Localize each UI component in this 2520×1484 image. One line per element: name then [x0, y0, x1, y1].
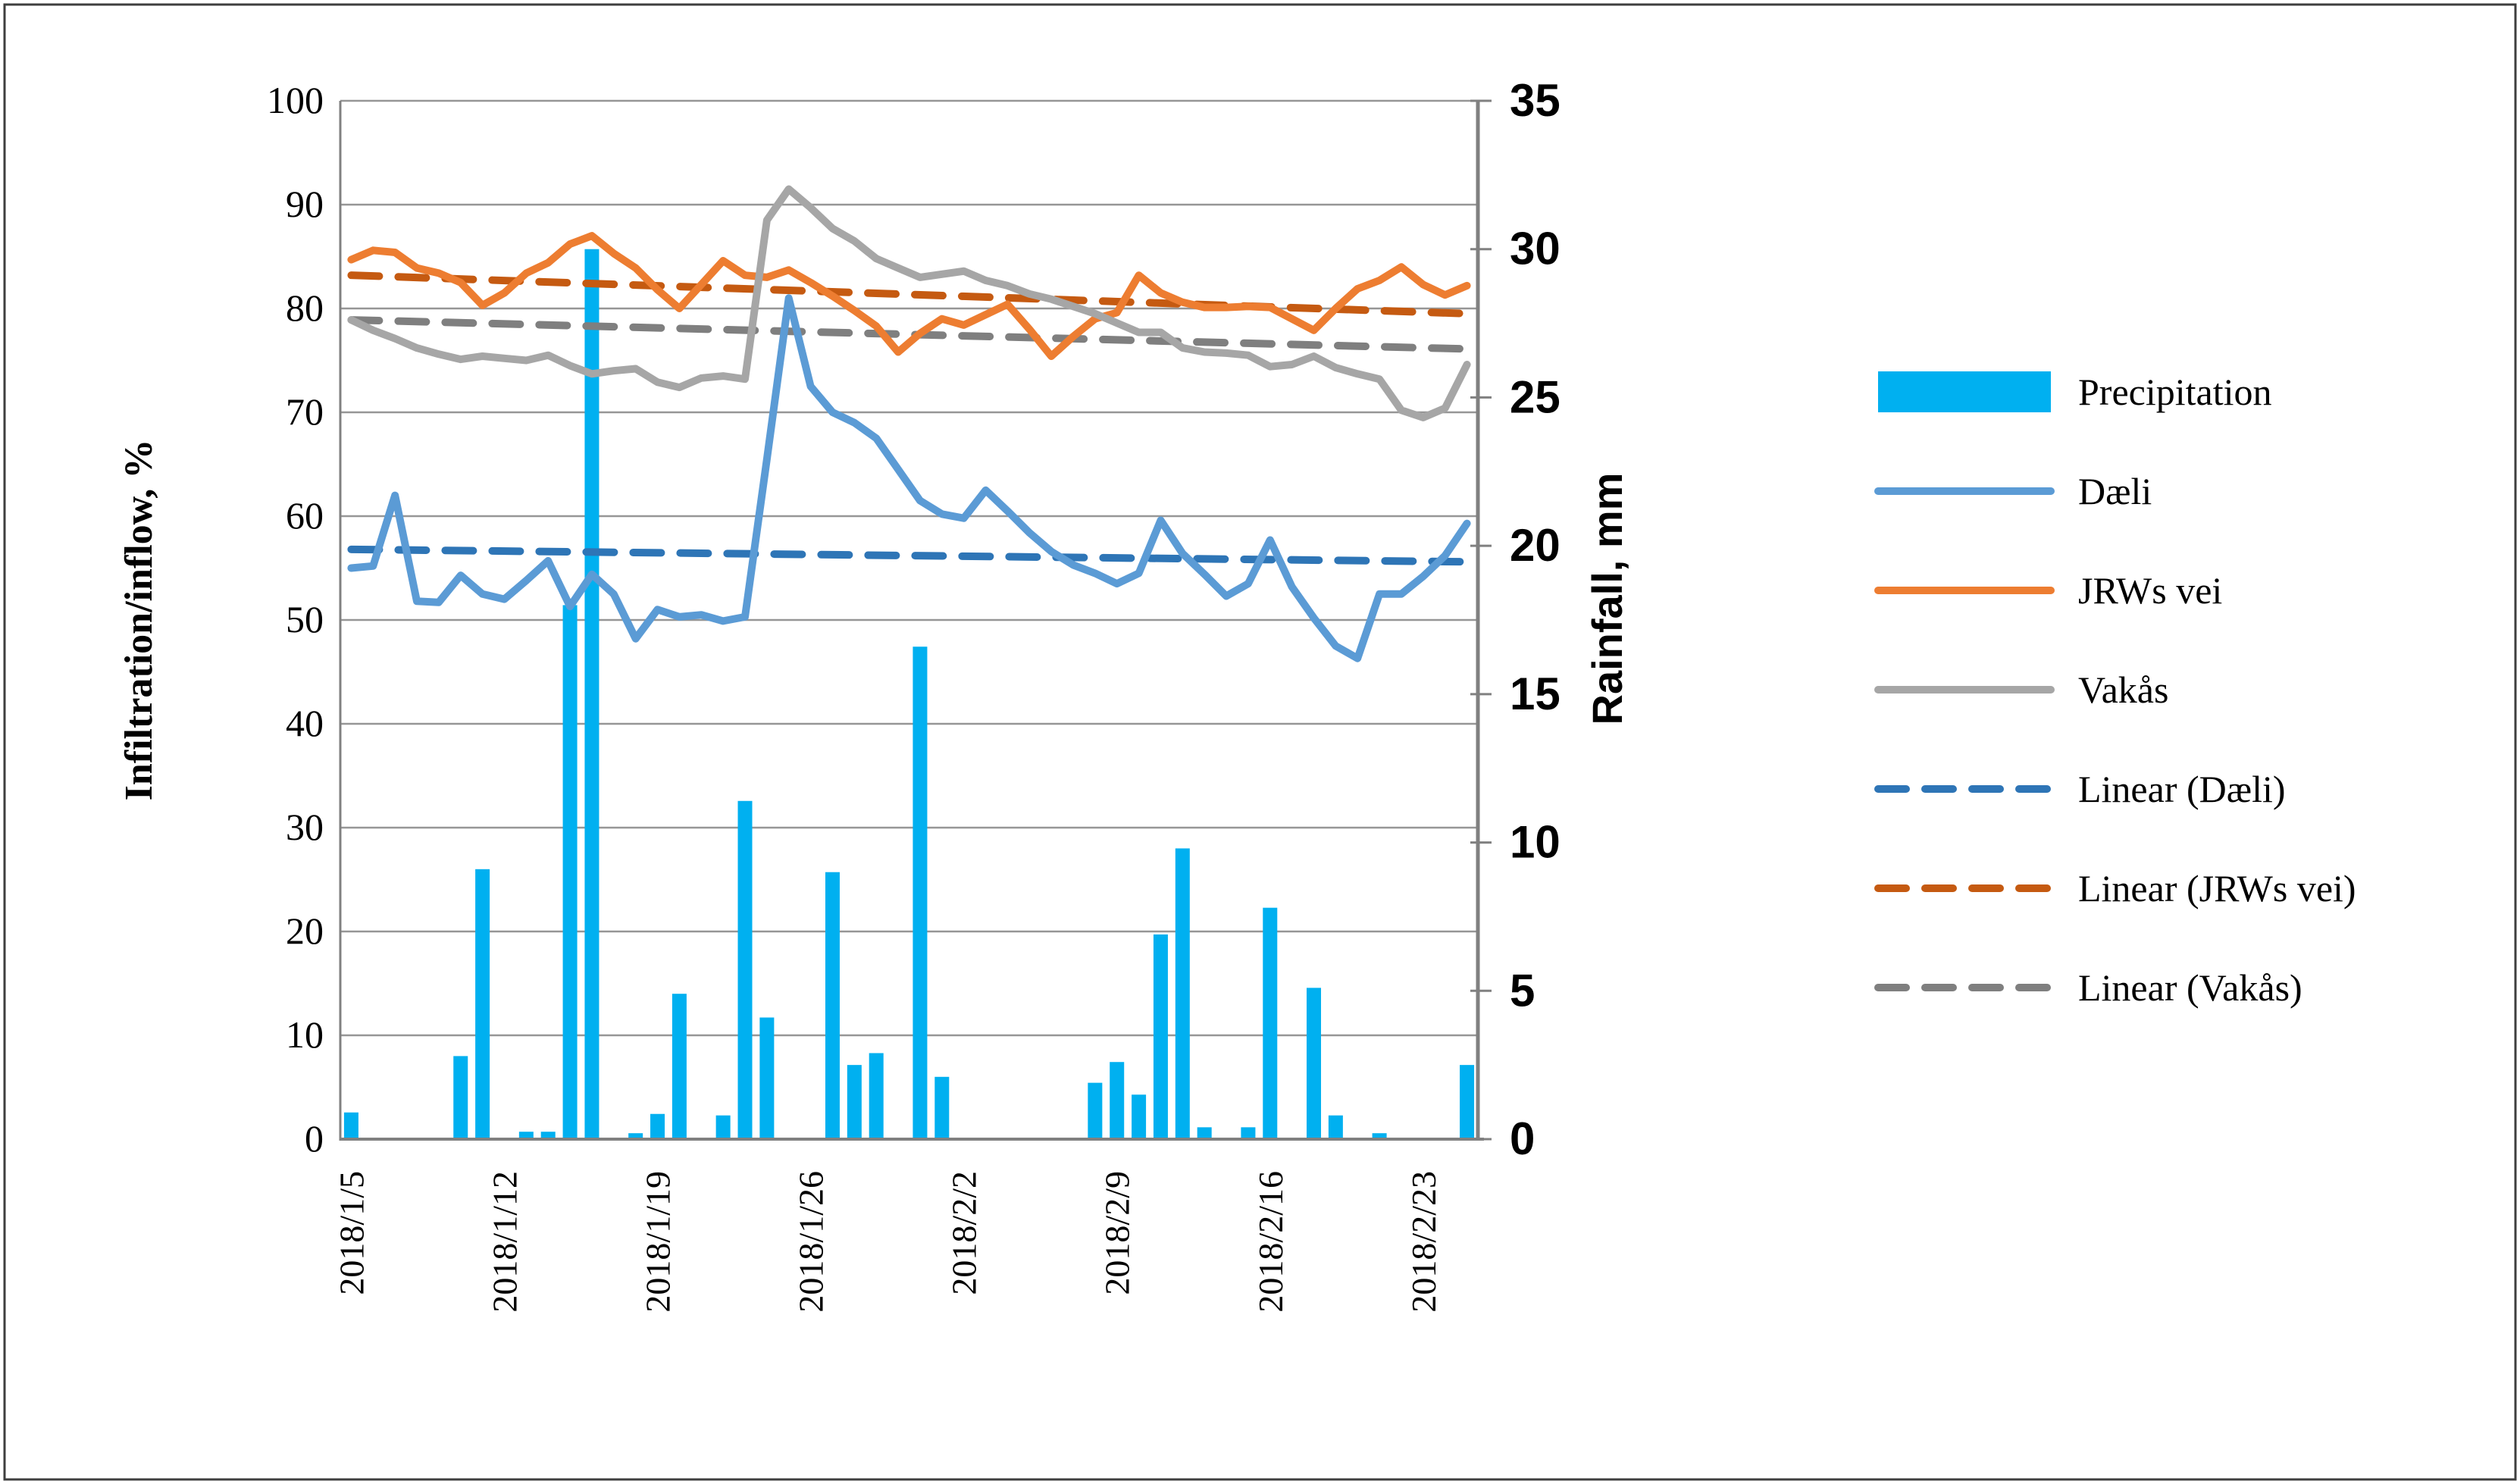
- precipitation-bar: [1307, 988, 1322, 1139]
- x-axis-tick-label: 2018/1/26: [792, 1171, 831, 1313]
- right-axis-tick-label: 30: [1510, 224, 1561, 274]
- legend-label: Precipitation: [2078, 371, 2272, 413]
- precipitation-bar: [759, 1017, 775, 1139]
- left-axis-tick-label: 90: [286, 183, 324, 225]
- left-axis-tick-label: 80: [286, 286, 324, 329]
- precipitation-bar: [1110, 1062, 1125, 1139]
- line-dli: [347, 294, 1471, 662]
- precipitation-bar: [1328, 1115, 1343, 1139]
- right-axis-tick-label: 25: [1510, 371, 1561, 422]
- precipitation-bar: [1372, 1133, 1387, 1139]
- x-axis-tick-label: 2018/1/5: [332, 1171, 371, 1295]
- legend-label: Linear (Vakås): [2078, 966, 2302, 1009]
- precipitation-bar: [847, 1065, 862, 1139]
- precipitation-bar: [671, 994, 687, 1139]
- left-axis-title: Infiltration/inflow, %: [117, 440, 161, 801]
- precipitation-bar: [869, 1053, 884, 1139]
- precipitation-bar: [540, 1132, 556, 1139]
- right-axis-tick-label: 20: [1510, 520, 1561, 571]
- left-axis-tick-label: 70: [286, 390, 324, 433]
- precipitation-bar: [1132, 1094, 1147, 1139]
- precipitation-bar: [1263, 907, 1278, 1139]
- line-vaks: [347, 185, 1471, 421]
- precipitation-bar: [825, 872, 840, 1139]
- figure-border: [3, 3, 2517, 1481]
- precipitation-bar: [913, 647, 928, 1139]
- precipitation-bar: [475, 869, 490, 1139]
- left-axis-tick-label: 60: [286, 494, 324, 537]
- legend-label: JRWs vei: [2078, 569, 2222, 612]
- precipitation-bar: [584, 249, 599, 1139]
- precipitation-bar: [518, 1132, 534, 1139]
- left-axis-tick-label: 40: [286, 702, 324, 744]
- right-axis-tick-label: 5: [1510, 965, 1535, 1016]
- right-axis-title: Rainfall, mm: [1583, 473, 1631, 725]
- precipitation-bar: [343, 1112, 358, 1139]
- x-axis-tick-label: 2018/1/12: [485, 1171, 524, 1313]
- left-axis-tick-label: 20: [286, 909, 324, 952]
- precipitation-bar: [1153, 934, 1168, 1139]
- trendline-lineardli: [347, 545, 1471, 566]
- left-axis-tick-label: 50: [286, 598, 324, 640]
- precipitation-bar: [1088, 1082, 1103, 1139]
- precipitation-bar: [715, 1115, 731, 1139]
- precipitation-bar: [1460, 1065, 1475, 1139]
- right-axis-tick-label: 35: [1510, 75, 1561, 126]
- trendline-linearjrwsvei: [347, 271, 1471, 318]
- left-axis-tick-label: 10: [286, 1013, 324, 1056]
- x-axis-tick-label: 2018/2/16: [1251, 1171, 1290, 1313]
- precipitation-bar: [1241, 1127, 1256, 1139]
- right-axis-tick-label: 10: [1510, 817, 1561, 868]
- legend-swatch-bar: [1878, 371, 2051, 412]
- x-axis-tick-label: 2018/1/19: [639, 1171, 678, 1313]
- x-axis-tick-label: 2018/2/2: [945, 1171, 984, 1295]
- precipitation-bar: [737, 800, 753, 1139]
- legend-label: Dæli: [2078, 470, 2152, 512]
- precipitation-bar: [934, 1076, 950, 1139]
- x-axis-tick-label: 2018/2/9: [1098, 1171, 1137, 1295]
- precipitation-bar: [628, 1133, 643, 1139]
- legend-label: Linear (JRWs vei): [2078, 867, 2356, 909]
- left-axis-tick-label: 30: [286, 806, 324, 848]
- legend-label: Linear (Dæli): [2078, 768, 2286, 810]
- legend-label: Vakås: [2078, 668, 2168, 711]
- x-axis-tick-label: 2018/2/23: [1404, 1171, 1443, 1313]
- left-axis-tick-label: 100: [267, 79, 324, 121]
- precipitation-bar: [453, 1056, 468, 1139]
- precipitation-bar: [1175, 848, 1190, 1139]
- trendline-linearvaks: [347, 316, 1471, 353]
- precipitation-bar: [562, 605, 578, 1139]
- right-axis-tick-label: 15: [1510, 668, 1561, 719]
- precipitation-bar: [650, 1113, 665, 1139]
- right-axis-tick-label: 0: [1510, 1113, 1535, 1164]
- line-jrwsvei: [347, 232, 1471, 360]
- left-axis-tick-label: 0: [305, 1117, 324, 1160]
- precipitation-bar: [1197, 1127, 1212, 1139]
